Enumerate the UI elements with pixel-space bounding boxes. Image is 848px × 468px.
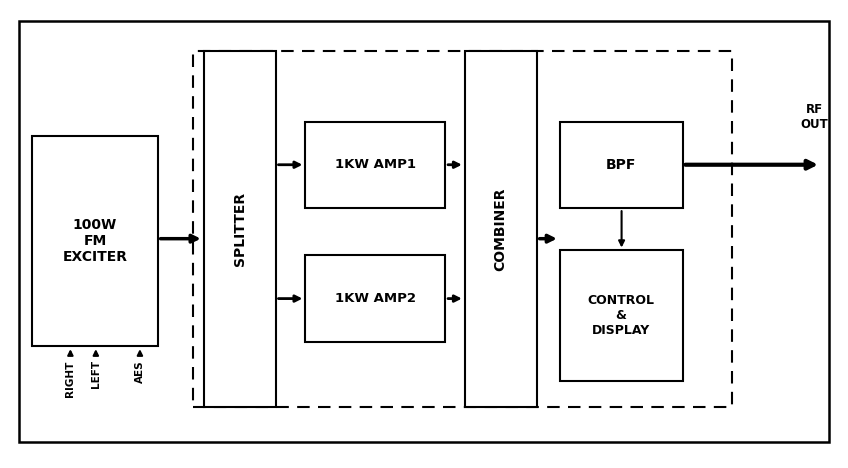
Bar xyxy=(193,51,732,407)
Bar xyxy=(305,255,445,342)
Text: COMBINER: COMBINER xyxy=(494,188,508,271)
Text: 100W
FM
EXCITER: 100W FM EXCITER xyxy=(63,218,127,264)
Bar xyxy=(560,250,683,381)
Text: LEFT: LEFT xyxy=(91,360,101,388)
Text: SPLITTER: SPLITTER xyxy=(232,192,247,266)
Text: 1KW AMP2: 1KW AMP2 xyxy=(335,292,416,305)
Text: AES: AES xyxy=(135,360,145,383)
Bar xyxy=(465,51,537,407)
Bar xyxy=(32,136,158,346)
Bar xyxy=(204,51,276,407)
Text: RIGHT: RIGHT xyxy=(65,360,75,397)
Bar xyxy=(305,122,445,208)
Text: CONTROL
&
DISPLAY: CONTROL & DISPLAY xyxy=(588,294,655,337)
Bar xyxy=(560,122,683,208)
Text: 1KW AMP1: 1KW AMP1 xyxy=(335,159,416,171)
Text: BPF: BPF xyxy=(606,158,636,172)
Text: RF
OUT: RF OUT xyxy=(801,103,828,131)
